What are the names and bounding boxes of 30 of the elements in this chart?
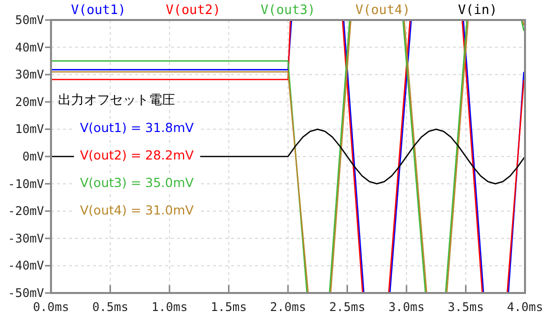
x-tick-label: 3.0ms (388, 300, 425, 314)
y-tick-label: 40mV (15, 40, 44, 54)
y-tick-label: -40mV (8, 258, 44, 273)
x-tick-label: 3.5ms (448, 300, 484, 314)
x-tick-label: 0.5ms (92, 300, 128, 314)
y-tick-label: -10mV (8, 176, 44, 191)
x-tick-label: 1.0ms (151, 300, 188, 314)
y-tick-label: 50mV (15, 13, 44, 27)
x-tick-label: 4.0ms (506, 300, 544, 314)
annotation: V(out1) = 31.8mV (80, 120, 194, 135)
y-tick-label: 20mV (15, 94, 44, 109)
y-tick-label: 30mV (15, 68, 44, 82)
annotation: 出力オフセット電圧 (58, 93, 175, 108)
y-tick-label: 10mV (15, 122, 44, 136)
annotation: V(out2) = 28.2mV (80, 148, 194, 162)
text: V(out3) (260, 3, 316, 18)
y-tick-label: 0mV (22, 150, 44, 164)
text: V(out1) (71, 3, 126, 18)
x-tick-label: 0.0ms (32, 300, 70, 314)
text: V(in) (458, 3, 498, 18)
series-label: V(out4) (355, 3, 410, 18)
text: V(out2) (166, 3, 221, 18)
x-tick-label: 2.5ms (329, 300, 366, 314)
x-tick-label: 2.0ms (270, 300, 306, 314)
annotation: V(out4) = 31.0mV (80, 202, 194, 218)
x-tick-label: 1.5ms (210, 300, 247, 314)
annotation: V(out3) = 35.0mV (80, 175, 194, 190)
y-tick-label: -50mV (8, 286, 44, 300)
y-tick-label: -30mV (8, 231, 44, 246)
y-tick-label: -20mV (8, 204, 44, 218)
